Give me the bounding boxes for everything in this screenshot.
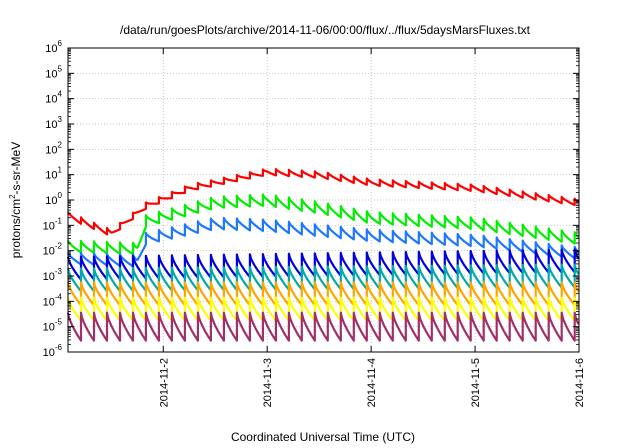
x-tick-label: 2014-11-5 [470, 358, 482, 407]
y-tick-label: 10-6 [43, 343, 63, 359]
y-tick-labels: 10-6 10-5 10-4 10-3 10-2 10-1 100 101 102 103 104 1… [43, 39, 63, 359]
y-tick-label: 100 [45, 191, 62, 207]
x-tick-labels: 2014-11-2 2014-11-3 2014-11-4 2014-11-5 2014… [158, 358, 586, 407]
y-tick-label: 10-3 [43, 267, 63, 283]
grid-lines [68, 48, 579, 352]
y-tick-label: 10-1 [43, 216, 63, 232]
series-line [66, 263, 580, 293]
x-axis-label: Coordinated Universal Time (UTC) [231, 430, 415, 444]
y-tick-label: 101 [45, 166, 62, 182]
chart-title: /data/run/goesPlots/archive/2014-11-06/0… [120, 23, 531, 37]
y-tick-label: 103 [45, 115, 62, 131]
x-tick-label: 2014-11-4 [366, 358, 378, 407]
y-tick-label: 10-5 [43, 318, 63, 334]
series-line [67, 193, 580, 256]
y-tick-label: 105 [45, 64, 62, 80]
y-tick-label: 104 [45, 90, 62, 106]
series-line [66, 248, 580, 281]
series-line [66, 281, 580, 307]
y-tick-label: 10-4 [43, 292, 63, 308]
y-tick-label: 106 [45, 39, 62, 55]
y-axis-label: protons/cm2-s-sr-MeV [8, 142, 23, 258]
x-tick-label: 2014-11-6 [574, 358, 586, 407]
y-tick-label: 102 [45, 140, 62, 156]
x-tick-label: 2014-11-3 [262, 358, 274, 407]
series-line [66, 311, 580, 342]
series-line [67, 216, 580, 268]
x-tick-label: 2014-11-2 [158, 358, 170, 407]
axis-ticks [68, 47, 580, 353]
series-line [66, 296, 580, 322]
series-line [67, 168, 580, 236]
series-lines [66, 168, 580, 342]
y-tick-label: 10-2 [43, 242, 63, 258]
